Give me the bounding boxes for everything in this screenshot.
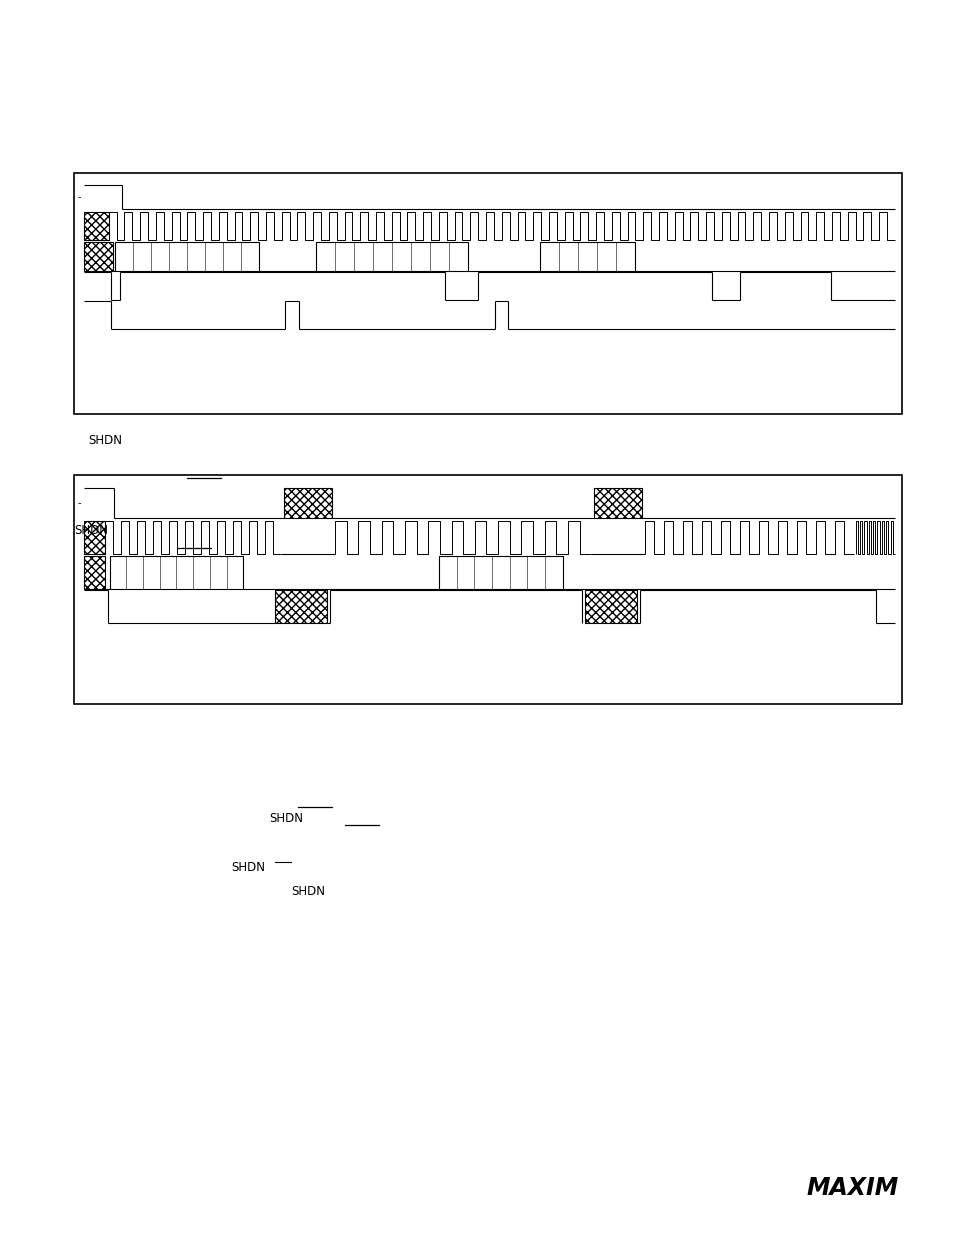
Bar: [84, 242, 112, 270]
Text: SHDN: SHDN: [88, 433, 122, 447]
Bar: [84, 556, 105, 589]
Bar: [274, 590, 327, 624]
Bar: [594, 488, 641, 519]
Bar: [438, 556, 562, 589]
Bar: [115, 242, 258, 270]
Bar: [315, 242, 468, 270]
Text: SHDN: SHDN: [269, 811, 303, 825]
Bar: [74, 173, 902, 414]
Bar: [584, 590, 637, 624]
Text: MAXIM: MAXIM: [805, 1177, 898, 1200]
Text: SHDN: SHDN: [74, 524, 109, 537]
Text: -: -: [77, 193, 81, 203]
Bar: [539, 242, 635, 270]
Bar: [84, 521, 105, 553]
Bar: [110, 556, 243, 589]
Text: SHDN: SHDN: [291, 884, 325, 898]
Bar: [74, 475, 902, 704]
Bar: [84, 211, 109, 240]
Bar: [284, 488, 332, 519]
Text: SHDN: SHDN: [231, 861, 265, 874]
Text: -: -: [77, 498, 81, 508]
